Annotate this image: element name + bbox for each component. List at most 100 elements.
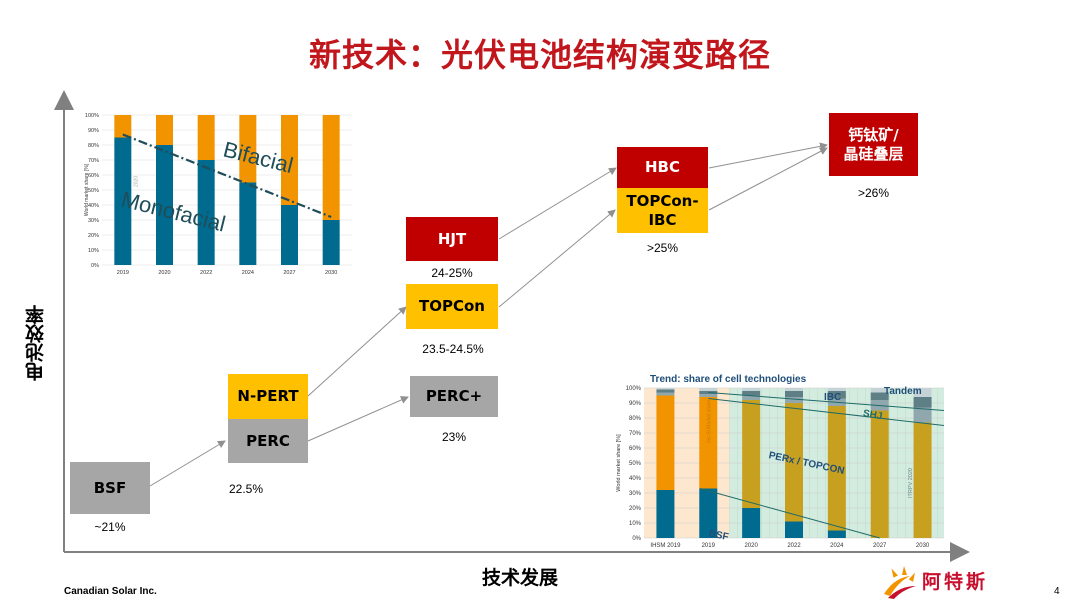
y-tick-label: 70% [88,158,99,164]
y-axis-title: World market share [%] [616,434,622,492]
bar-segment-ibc [656,389,675,393]
bar-bifacial [322,115,340,220]
y-tick-label: 100% [85,113,99,119]
x-axis-label: 技术发展 [481,567,558,589]
x-tick-label: 2024 [830,543,844,549]
y-tick-label: 60% [88,173,99,179]
annotation-tandem: Tandem [884,386,922,397]
tech-box-hbc: HBC [617,147,708,188]
bar-segment-ibc [785,391,803,397]
bar-segment-tandem [827,388,846,391]
x-tick-label: 2019 [117,270,129,276]
annotation-bsf: BSF [708,528,730,543]
x-tick-label: IHSM 2019 [650,543,681,549]
tech-box-perovskite-tandem: 钙钛矿/ 晶硅叠层 [829,113,918,176]
bar-monofacial [156,145,173,265]
bar-segment-tandem [785,388,803,391]
y-tick-label: 90% [629,401,642,407]
bar-segment-tandem [870,388,889,393]
arrow-hbc-perovskite [708,142,828,169]
bar-bifacial [156,115,173,145]
bar-segment-perx-topcon [656,395,675,490]
bar-segment-perx-topcon [742,400,761,508]
bar-segment-shj [913,407,932,423]
tech-box-topcon-ibc: TOPCon- IBC [617,188,708,233]
efficiency-perc: 22.5% [228,482,264,496]
bar-monofacial [239,182,257,265]
bar-segment-perx-topcon [870,410,889,538]
y-tick-label: 80% [88,143,99,149]
bar-segment-shj [785,397,803,403]
bar-segment-bsf [827,530,846,538]
company-logo-text: 阿特斯 [922,571,989,593]
bar-segment-tandem [913,388,932,397]
efficiency-perc-plus: 23% [441,430,467,444]
bar-segment-ibc [699,391,718,394]
efficiency-topcon: 23.5-24.5% [422,342,484,356]
bar-segment-tandem [742,388,761,391]
bar-monofacial [114,137,132,265]
arrow-topcon-topconibc [498,209,616,308]
y-tick-label: 40% [629,476,642,482]
tech-box-hjt: HJT [406,217,498,261]
bar-segment-perx-topcon [913,422,932,538]
bar-segment-tandem [656,388,675,390]
bar-bifacial [197,115,215,160]
x-tick-label: 2027 [873,543,887,549]
bar-segment-ibc [742,391,761,396]
x-tick-label: 2030 [325,270,337,276]
tech-box-n-pert: N-PERT [228,374,308,419]
y-tick-label: 40% [88,203,99,209]
y-tick-label: 0% [91,263,99,269]
y-tick-label: 70% [629,431,642,437]
bar-segment-shj [656,392,675,396]
y-tick-label: 80% [629,416,642,422]
bar-segment-ibc [913,397,932,408]
trend-line-ibc [708,392,945,411]
trend-line-shj [708,398,945,426]
bar-segment-bsf [742,508,761,538]
annotation-ibc: IBC [824,392,841,403]
trend-line [122,133,332,219]
x-tick-label: 2027 [283,270,295,276]
tech-box-perc: PERC [228,419,308,463]
arrow-perc-percplus [307,396,409,442]
y-tick-label: 60% [629,446,642,452]
bar-bifacial [239,115,257,183]
annotation-market-share: mc-Si Market share [706,399,712,443]
bar-segment-perx-topcon [827,406,846,531]
y-tick-label: 30% [629,491,642,497]
x-tick-label: 2022 [200,270,212,276]
efficiency-hbc: >25% [646,241,679,255]
arrow-hjt-hbc [498,167,617,240]
bar-monofacial [322,220,340,265]
y-tick-label: 50% [629,461,642,467]
tech-box-perc-plus: PERC+ [410,376,498,417]
x-tick-label: 2030 [916,543,930,549]
y-tick-label: 90% [88,128,99,134]
chart-title: Trend: share of cell technologies [650,374,807,385]
page-title: 新技术：光伏电池结构演变路径 [308,36,771,74]
bar-segment-tandem [699,388,718,391]
x-tick-label: 2020 [744,543,758,549]
tech-box-topcon: TOPCon [406,284,498,329]
annotation-itrpv: ITRPV 2020 [908,468,914,498]
bar-bifacial [281,115,298,205]
x-tick-label: 2020 [158,270,170,276]
y-tick-label: 10% [629,521,642,527]
bar-segment-ibc [827,391,846,399]
efficiency-hjt: 24-25% [431,266,473,280]
y-tick-label: 50% [88,188,99,194]
efficiency-perovskite-tandem: >26% [857,186,890,200]
y-tick-label: 0% [632,536,641,542]
x-tick-label: 2019 [702,543,716,549]
bar-monofacial [197,160,215,265]
y-axis-title: World market share [%] [84,163,90,216]
y-tick-label: 100% [626,386,642,392]
bar-segment-ibc [870,392,889,400]
bar-segment-perx-topcon [699,397,718,489]
bar-bifacial [114,115,132,138]
bar-segment-shj [742,395,761,400]
bar-segment-perx-topcon [785,403,803,522]
